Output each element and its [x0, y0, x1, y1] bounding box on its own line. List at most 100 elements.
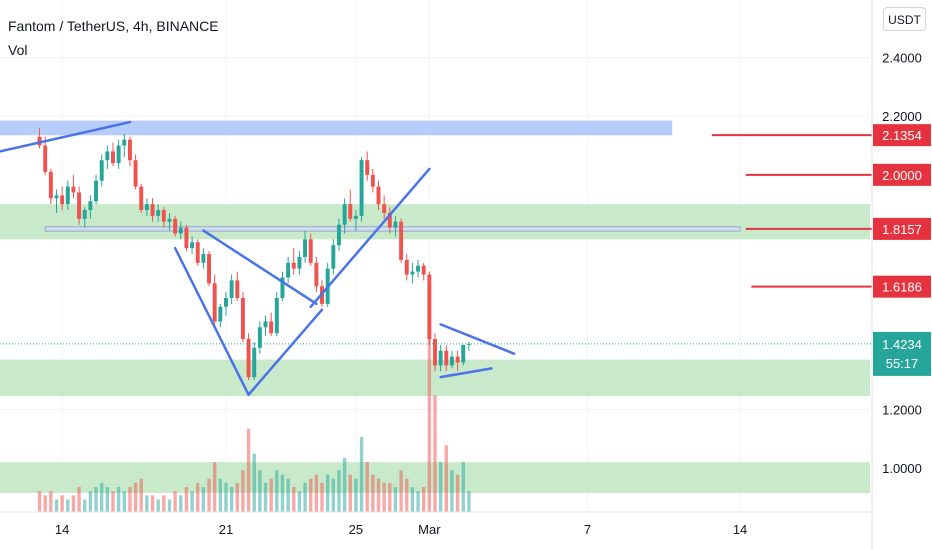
candle-body [438, 350, 443, 366]
candle-body [207, 254, 212, 284]
volume-bar [88, 491, 93, 512]
volume-bar [455, 474, 460, 512]
trendline [439, 323, 516, 355]
volume-bar [190, 491, 194, 512]
volume-bar [218, 478, 223, 512]
volume-bar [207, 478, 211, 512]
volume-bar [128, 487, 132, 512]
volume-bar [309, 478, 313, 512]
y-tick-label: 1.2000 [882, 402, 922, 417]
trendline [247, 308, 324, 396]
y-tick-label: 2.4000 [882, 51, 922, 66]
level-label-bg [873, 124, 931, 147]
volume-bar [184, 487, 189, 512]
volume-indicator-label[interactable]: Vol [8, 42, 28, 58]
candle-body [195, 242, 200, 263]
candle-body [173, 218, 178, 234]
candle-body [65, 186, 70, 205]
volume-bar [49, 491, 53, 512]
candle-body [252, 347, 257, 378]
price-levels: 2.1354 2.0000 1.8157 1.6186 [0, 124, 931, 345]
support-zone [0, 204, 870, 240]
currency-button[interactable]: USDT [883, 7, 926, 31]
volume-bar [365, 462, 369, 512]
candle-body [122, 139, 127, 146]
trendline [0, 120, 132, 153]
x-tick-label: Mar [418, 522, 441, 537]
last-price-label-bg [873, 331, 931, 376]
volume-bar [71, 495, 76, 512]
volume-bar [422, 487, 426, 512]
candle-body [105, 151, 110, 161]
candle-body [336, 224, 341, 246]
volume-bars [37, 337, 471, 512]
countdown-label: 55:17 [886, 356, 919, 371]
candle-body [269, 321, 274, 334]
volume-bar [99, 482, 104, 512]
candle-body [291, 262, 296, 269]
level-label-bg [873, 163, 931, 186]
volume-bar [286, 478, 290, 512]
y-tick-label: 2.2000 [882, 109, 922, 124]
x-tick-label: 25 [349, 522, 363, 537]
volume-bar [297, 491, 302, 512]
candle-body [297, 256, 302, 269]
x-tick-label: 21 [219, 522, 233, 537]
volume-bar [122, 491, 126, 512]
volume-bar [405, 478, 409, 512]
range-zone [44, 226, 741, 232]
candle-body [257, 327, 262, 348]
volume-bar [246, 428, 251, 512]
candle-body [88, 201, 93, 211]
candle-body [235, 280, 240, 298]
candle-body [314, 262, 319, 287]
candle-body [116, 145, 121, 164]
candle-body [184, 227, 189, 249]
volume-bar [461, 462, 465, 512]
volume-bar [320, 482, 324, 512]
volume-bar [201, 487, 206, 512]
candle-body [94, 180, 99, 202]
volume-bar [382, 482, 386, 512]
volume-bar [427, 337, 432, 512]
chart-legend: Fantom / TetherUS, 4h, BINANCE Vol [8, 14, 219, 62]
x-tick-label: 7 [584, 522, 591, 537]
volume-bar [196, 482, 200, 512]
volume-bar [438, 462, 443, 512]
candle-body [331, 245, 336, 269]
volume-bar [162, 495, 166, 512]
trendline [173, 246, 250, 396]
candle-body [365, 160, 370, 175]
volume-bar [105, 487, 110, 512]
candle-body [433, 339, 437, 366]
candle-body [37, 136, 42, 146]
volume-bar [376, 478, 381, 512]
volume-bar [416, 491, 420, 512]
candle-body [167, 218, 172, 222]
volume-bar [60, 495, 64, 512]
volume-bar [43, 495, 47, 512]
volume-bar [94, 487, 98, 512]
volume-bar [167, 499, 172, 512]
trendline [309, 167, 431, 309]
candle-body [461, 344, 466, 363]
candle-body [54, 195, 59, 199]
candle-body [416, 265, 421, 272]
candle-body [348, 204, 353, 219]
candle-body [212, 283, 217, 322]
volume-bar [224, 482, 228, 512]
candle-body [303, 239, 308, 257]
candle-body [263, 321, 268, 328]
candlesticks [37, 127, 471, 381]
candle-body [274, 297, 279, 334]
candle-body [399, 221, 404, 260]
candle-body [455, 356, 460, 363]
y-tick-label: 1.0000 [882, 461, 922, 476]
volume-bar [348, 474, 352, 512]
candle-body [229, 280, 234, 298]
candle-body [77, 192, 82, 219]
candle-body [240, 297, 245, 340]
trendlines [0, 120, 516, 396]
